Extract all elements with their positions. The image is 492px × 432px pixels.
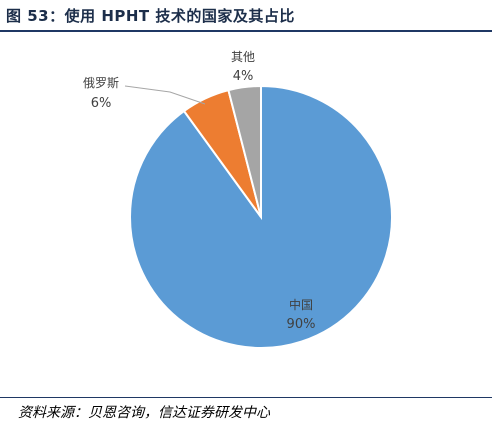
- leader-lines: [124, 85, 206, 105]
- slice-label-1: 中国: [289, 297, 313, 312]
- slice-value-label-1: 90%: [287, 317, 316, 332]
- slice-labels: 中国 90% 俄罗斯 6% 其他 4%: [83, 50, 315, 332]
- slice-label-2: 俄罗斯: [83, 76, 119, 90]
- source-note: 资料来源：贝恩咨询，信达证券研发中心: [18, 405, 270, 421]
- pie-slice-3: [227, 84, 262, 218]
- title-divider: [0, 30, 492, 32]
- slice-value-label-3: 4%: [233, 69, 254, 84]
- figure-title: 图 53：使用 HPHT 技术的国家及其占比: [6, 7, 295, 25]
- slice-value-label-2: 6%: [91, 96, 112, 111]
- source-divider: [0, 397, 492, 398]
- slice-label-3: 其他: [231, 50, 255, 64]
- leader-line-2: [124, 85, 206, 105]
- pie-slices: [129, 84, 393, 349]
